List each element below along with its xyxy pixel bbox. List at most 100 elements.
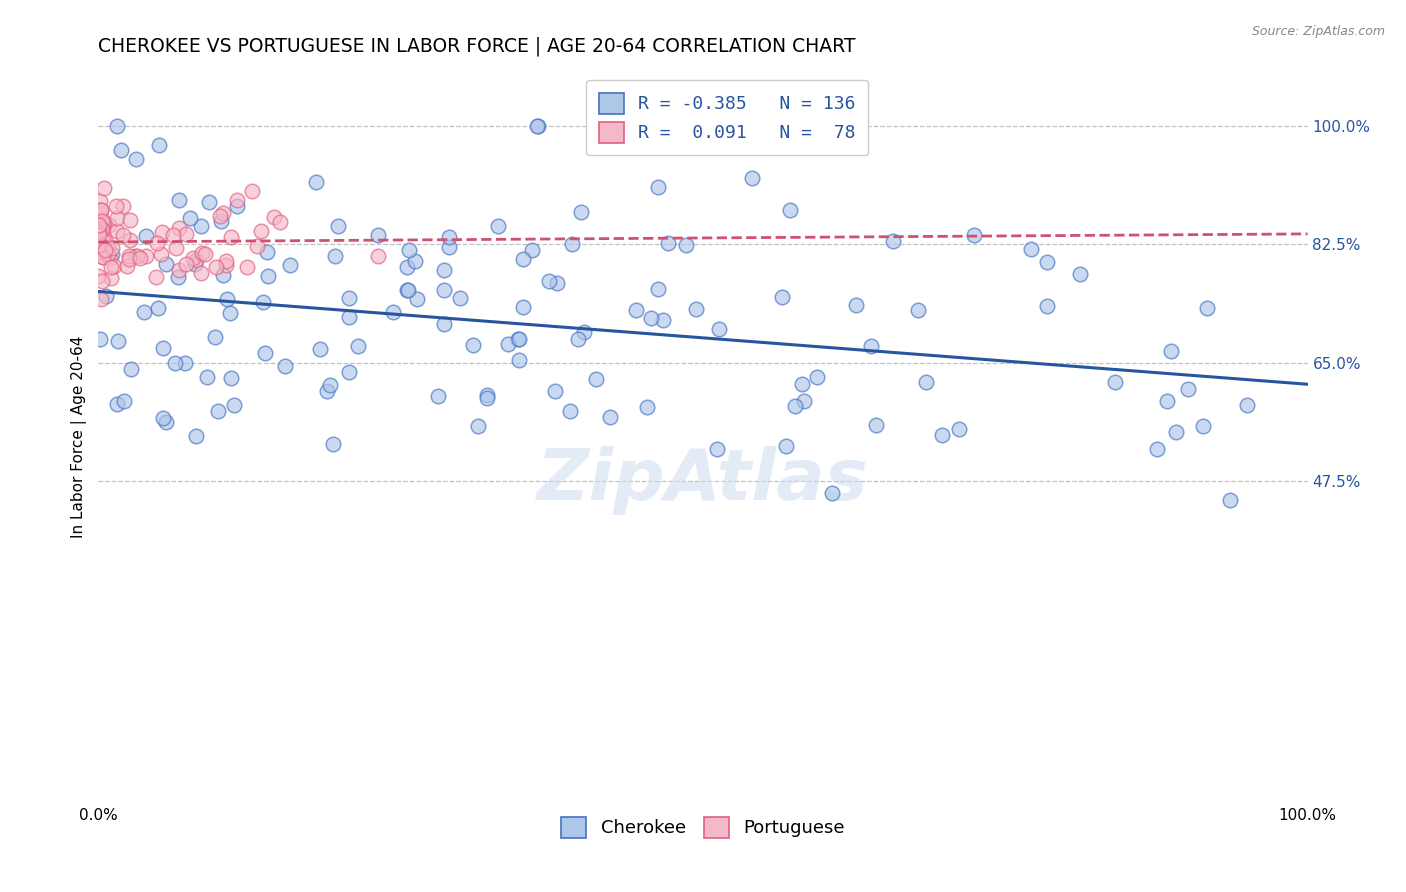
- Point: [181, 251, 204, 265]
- Point: [209, 214, 232, 228]
- Point: [98, 251, 121, 265]
- Point: [706, 442, 728, 456]
- Point: [433, 317, 456, 331]
- Point: [215, 258, 238, 272]
- Point: [212, 268, 235, 282]
- Point: [118, 213, 141, 227]
- Point: [155, 257, 177, 271]
- Point: [101, 247, 124, 261]
- Point: [135, 249, 157, 263]
- Point: [544, 384, 567, 398]
- Point: [948, 422, 970, 436]
- Point: [195, 370, 218, 384]
- Point: [792, 377, 814, 392]
- Point: [118, 233, 141, 247]
- Point: [263, 210, 285, 224]
- Point: [599, 410, 621, 425]
- Point: [129, 251, 152, 265]
- Point: [152, 341, 174, 355]
- Point: [94, 233, 117, 247]
- Point: [132, 305, 155, 319]
- Point: [512, 300, 534, 314]
- Point: [347, 339, 370, 353]
- Point: [148, 301, 170, 316]
- Point: [197, 194, 219, 209]
- Point: [741, 170, 763, 185]
- Point: [914, 375, 936, 389]
- Point: [104, 199, 127, 213]
- Point: [100, 270, 122, 285]
- Point: [512, 252, 534, 266]
- Point: [174, 257, 197, 271]
- Point: [87, 269, 110, 284]
- Point: [367, 249, 389, 263]
- Point: [89, 332, 111, 346]
- Point: [640, 311, 662, 326]
- Point: [316, 384, 339, 398]
- Point: [520, 243, 543, 257]
- Point: [305, 175, 328, 189]
- Point: [246, 239, 269, 253]
- Point: [89, 207, 111, 221]
- Point: [1160, 343, 1182, 358]
- Point: [309, 342, 332, 356]
- Point: [107, 334, 129, 349]
- Point: [110, 143, 132, 157]
- Point: [112, 394, 135, 409]
- Point: [91, 250, 114, 264]
- Point: [775, 439, 797, 453]
- Point: [97, 239, 120, 253]
- Point: [105, 224, 128, 238]
- Point: [148, 137, 170, 152]
- Point: [103, 259, 125, 273]
- Point: [253, 346, 276, 360]
- Point: [167, 220, 190, 235]
- Point: [87, 238, 110, 252]
- Point: [806, 370, 828, 384]
- Point: [486, 219, 509, 233]
- Point: [167, 262, 190, 277]
- Point: [91, 213, 114, 227]
- Point: [226, 194, 249, 208]
- Point: [437, 240, 460, 254]
- Point: [250, 223, 273, 237]
- Point: [91, 233, 114, 247]
- Point: [217, 293, 239, 307]
- Point: [845, 297, 868, 311]
- Point: [204, 260, 226, 275]
- Point: [537, 274, 560, 288]
- Point: [215, 254, 238, 268]
- Point: [449, 291, 471, 305]
- Point: [89, 238, 111, 252]
- Point: [1192, 418, 1215, 433]
- Point: [100, 260, 122, 274]
- Point: [89, 211, 111, 226]
- Point: [1177, 382, 1199, 396]
- Point: [186, 252, 208, 267]
- Point: [793, 393, 815, 408]
- Point: [165, 241, 187, 255]
- Point: [585, 371, 607, 385]
- Y-axis label: In Labor Force | Age 20-64: In Labor Force | Age 20-64: [72, 336, 87, 538]
- Point: [125, 249, 148, 263]
- Point: [395, 260, 418, 274]
- Point: [190, 246, 212, 260]
- Text: ZipAtlas: ZipAtlas: [537, 447, 869, 516]
- Point: [101, 241, 124, 255]
- Point: [120, 361, 142, 376]
- Point: [1219, 492, 1241, 507]
- Point: [252, 294, 274, 309]
- Point: [396, 283, 419, 297]
- Point: [475, 391, 498, 405]
- Point: [561, 237, 583, 252]
- Point: [560, 404, 582, 418]
- Point: [508, 332, 530, 346]
- Point: [433, 284, 456, 298]
- Point: [91, 250, 114, 264]
- Point: [166, 270, 188, 285]
- Point: [526, 119, 548, 133]
- Point: [91, 222, 114, 236]
- Point: [174, 356, 197, 370]
- Point: [508, 353, 530, 368]
- Point: [93, 180, 115, 194]
